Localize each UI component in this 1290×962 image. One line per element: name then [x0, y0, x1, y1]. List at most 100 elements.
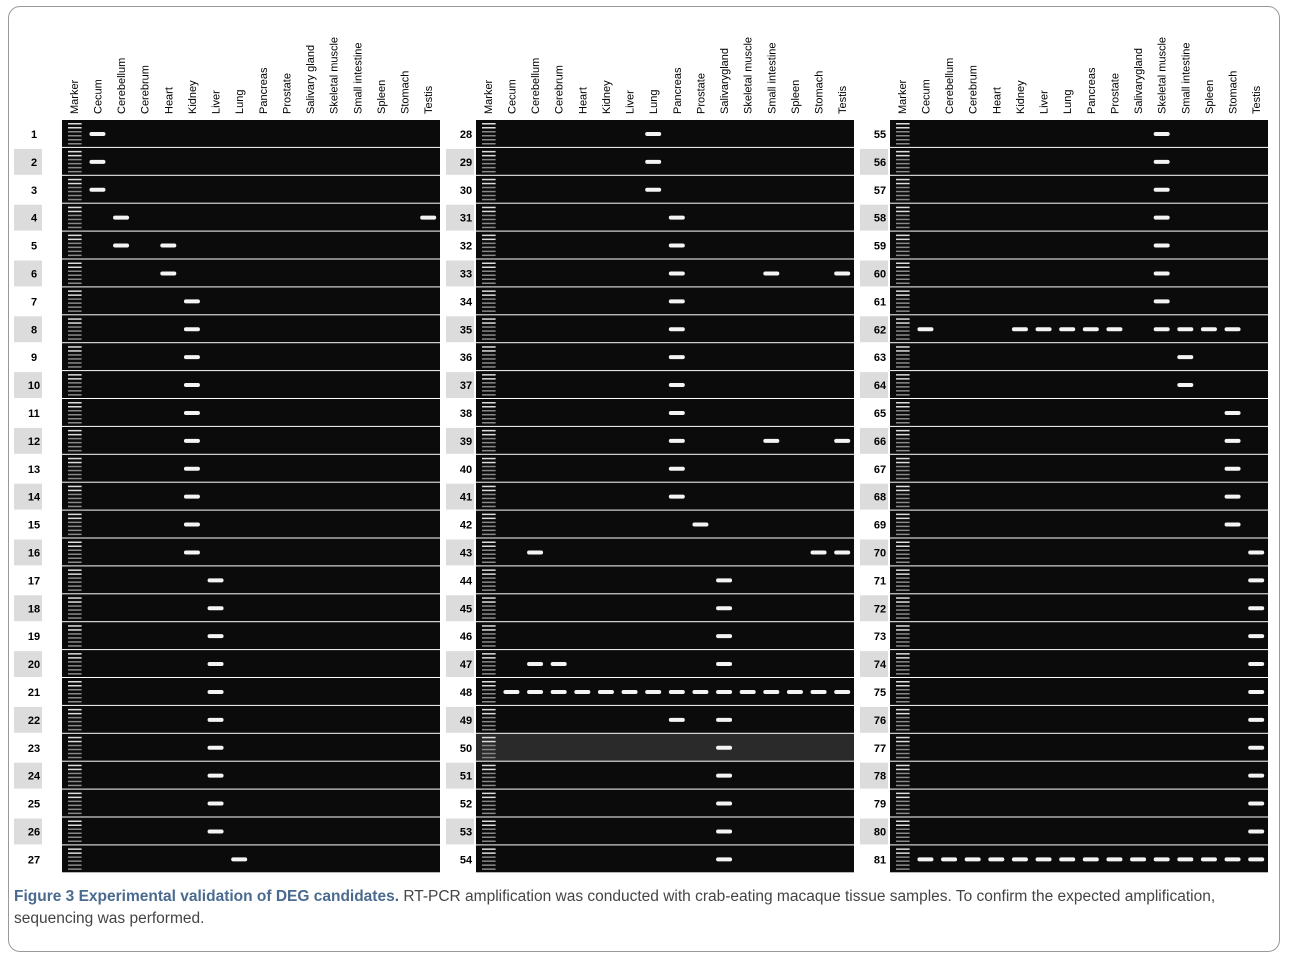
marker-ladder: [482, 485, 496, 488]
marker-ladder: [896, 465, 910, 468]
caption-label: Figure 3 Experimental validation of DEG …: [14, 888, 400, 905]
column-label: Small intestine: [766, 42, 778, 114]
gel-lane-strip: [62, 120, 440, 147]
gel-band: [964, 857, 981, 862]
gel-band: [113, 215, 130, 220]
marker-ladder: [896, 832, 910, 834]
marker-ladder: [482, 557, 496, 559]
gel-band: [1248, 606, 1265, 611]
marker-ladder: [482, 266, 496, 268]
row-number: 22: [28, 715, 40, 727]
row-number: 76: [874, 715, 886, 727]
marker-ladder: [68, 609, 82, 611]
marker-ladder: [896, 222, 910, 225]
marker-ladder: [68, 386, 82, 388]
row-number: 10: [28, 380, 40, 392]
marker-ladder: [482, 645, 496, 647]
marker-ladder: [896, 135, 910, 137]
gel-band: [668, 689, 685, 694]
marker-ladder: [68, 764, 82, 767]
gel-band: [1082, 327, 1099, 332]
gel-lane-strip: [62, 817, 440, 845]
marker-ladder: [482, 637, 496, 639]
marker-ladder: [482, 764, 496, 767]
gel-band: [89, 187, 106, 192]
marker-ladder: [68, 820, 82, 822]
marker-ladder: [68, 657, 82, 659]
gel-band: [668, 410, 685, 415]
column-label: Pancreas: [672, 67, 684, 114]
gel-lane-strip: [890, 650, 1268, 677]
row-number: 27: [28, 854, 40, 866]
gel-band: [645, 187, 662, 192]
gel-lane-strip: [62, 399, 440, 426]
gel-band: [716, 773, 733, 778]
row-number-bg: [860, 427, 888, 454]
marker-ladder: [68, 525, 82, 528]
marker-ladder: [896, 206, 910, 209]
row-number-bg: [14, 372, 42, 398]
marker-ladder: [896, 485, 910, 488]
marker-ladder: [482, 270, 496, 272]
row-number: 29: [460, 157, 472, 169]
marker-ladder: [482, 868, 496, 870]
marker-ladder: [68, 465, 82, 468]
gel-band: [550, 662, 567, 667]
marker-ladder: [896, 338, 910, 340]
row-number-bg: [446, 427, 474, 454]
row-number: 30: [460, 185, 472, 197]
gel-band: [1224, 466, 1241, 471]
gel-band: [716, 689, 733, 694]
marker-ladder: [482, 525, 496, 528]
gel-band: [1106, 327, 1123, 332]
gel-lane-strip: [890, 259, 1268, 287]
row-number: 46: [460, 631, 472, 643]
column-label: Kidney: [187, 80, 199, 114]
gel-lane-strip: [476, 231, 854, 259]
marker-ladder: [896, 190, 910, 193]
marker-ladder: [482, 641, 496, 643]
gel-band: [668, 717, 685, 722]
marker-ladder: [896, 186, 910, 189]
marker-ladder: [482, 497, 496, 500]
gel-band: [716, 662, 733, 667]
marker-ladder: [896, 848, 910, 850]
marker-ladder: [896, 856, 910, 858]
marker-ladder: [68, 728, 82, 731]
row-number: 64: [874, 380, 887, 392]
marker-ladder: [896, 836, 910, 838]
marker-ladder: [896, 752, 910, 755]
marker-ladder: [896, 693, 910, 695]
marker-ladder: [68, 135, 82, 137]
marker-ladder: [896, 346, 910, 348]
marker-ladder: [68, 836, 82, 838]
marker-ladder: [482, 728, 496, 731]
marker-ladder: [482, 585, 496, 587]
row-number: 62: [874, 324, 886, 336]
column-label: Marker: [69, 79, 81, 114]
marker-ladder: [482, 234, 496, 237]
gel-figure: Marker Cecum Cerebellum Cerebrum Heart Kidney…: [14, 37, 1268, 873]
gel-band: [160, 271, 177, 276]
marker-ladder: [68, 784, 82, 787]
marker-ladder: [482, 326, 496, 328]
gel-lane-strip: [62, 594, 440, 622]
row-number: 68: [874, 492, 886, 504]
gel-lane-strip: [62, 371, 440, 398]
marker-ladder: [896, 362, 910, 364]
marker-ladder: [896, 673, 910, 675]
gel-lane-strip: [476, 371, 854, 398]
marker-ladder: [896, 194, 910, 197]
marker-ladder: [68, 330, 82, 332]
row-number: 17: [28, 575, 40, 587]
gel-lane-strip: [476, 315, 854, 343]
marker-ladder: [68, 131, 82, 133]
gel-band: [1248, 634, 1265, 639]
marker-ladder: [68, 545, 82, 547]
marker-ladder: [482, 250, 496, 253]
marker-ladder: [482, 433, 496, 436]
marker-ladder: [482, 836, 496, 838]
marker-ladder: [482, 856, 496, 858]
row-number: 42: [460, 520, 472, 532]
